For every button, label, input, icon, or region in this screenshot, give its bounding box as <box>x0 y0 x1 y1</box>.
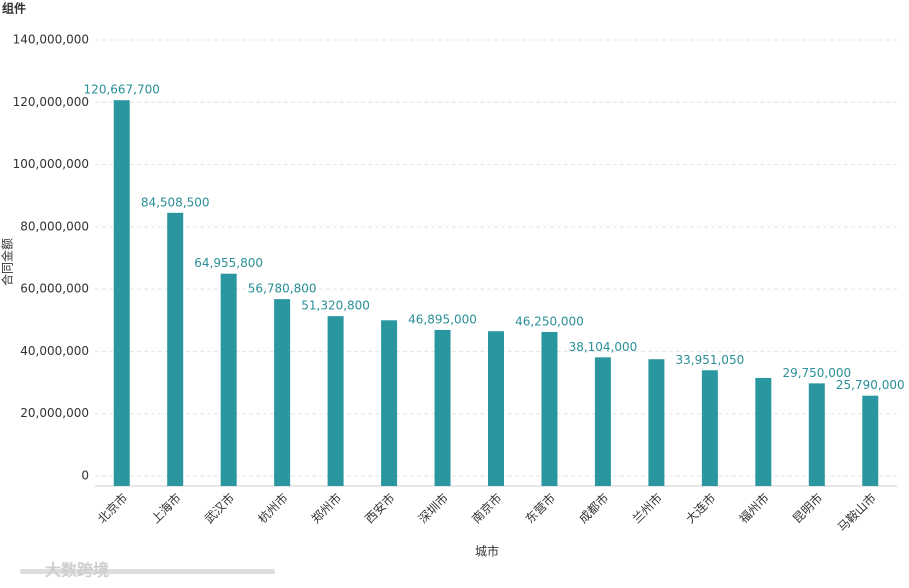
value-label: 25,790,000 <box>836 378 905 392</box>
bar <box>701 370 718 486</box>
y-tick-label: 40,000,000 <box>20 344 89 358</box>
bar <box>541 331 558 486</box>
y-tick-label: 140,000,000 <box>13 33 89 47</box>
x-tick-label: 杭州市 <box>255 490 291 526</box>
y-axis-label: 合同金额 <box>0 238 15 286</box>
value-label: 29,750,000 <box>782 366 851 380</box>
x-tick-label: 西安市 <box>362 490 398 526</box>
x-tick-label: 北京市 <box>94 490 130 526</box>
value-label: 84,508,500 <box>141 195 210 209</box>
x-tick-label: 上海市 <box>148 490 184 526</box>
bar <box>381 320 398 486</box>
bar <box>648 359 665 486</box>
bar <box>274 299 291 486</box>
x-tick-label: 武汉市 <box>201 490 237 526</box>
x-tick-label: 福州市 <box>736 490 772 526</box>
bar <box>594 357 611 486</box>
x-tick-label: 成都市 <box>575 490 611 526</box>
bar <box>755 377 772 486</box>
bar <box>327 316 344 486</box>
value-label: 46,250,000 <box>515 314 584 328</box>
y-tick-label: 100,000,000 <box>13 157 89 171</box>
x-tick-label: 马鞍山市 <box>834 490 879 535</box>
x-tick-label: 深圳市 <box>415 490 451 526</box>
bar <box>220 273 237 486</box>
y-tick-label: 60,000,000 <box>20 282 89 296</box>
x-tick-label: 大连市 <box>682 490 718 526</box>
x-tick-label: 南京市 <box>469 490 505 526</box>
value-label: 38,104,000 <box>569 340 638 354</box>
bar <box>113 100 130 487</box>
x-tick-label: 郑州市 <box>308 490 344 526</box>
bar <box>434 329 451 486</box>
watermark: 大数跨境 <box>45 561 109 580</box>
bar <box>862 395 879 486</box>
y-tick-label: 0 <box>81 469 89 483</box>
bar <box>808 383 825 486</box>
value-label: 120,667,700 <box>84 83 160 97</box>
x-tick-label: 昆明市 <box>789 490 825 526</box>
bar <box>488 331 504 486</box>
scrollbar[interactable] <box>20 569 275 574</box>
value-label: 46,895,000 <box>408 312 477 326</box>
value-label: 64,955,800 <box>194 256 263 270</box>
bar <box>167 212 184 486</box>
value-label: 56,780,800 <box>248 282 317 296</box>
value-label: 33,951,050 <box>676 353 745 367</box>
y-tick-label: 20,000,000 <box>20 406 89 420</box>
chart-title: 组件 <box>2 1 26 16</box>
x-tick-label: 东营市 <box>522 490 558 526</box>
x-tick-label: 兰州市 <box>629 490 665 526</box>
value-label: 51,320,800 <box>301 299 370 313</box>
y-tick-label: 120,000,000 <box>13 95 89 109</box>
y-tick-label: 80,000,000 <box>20 219 89 233</box>
x-axis-label: 城市 <box>475 544 499 559</box>
